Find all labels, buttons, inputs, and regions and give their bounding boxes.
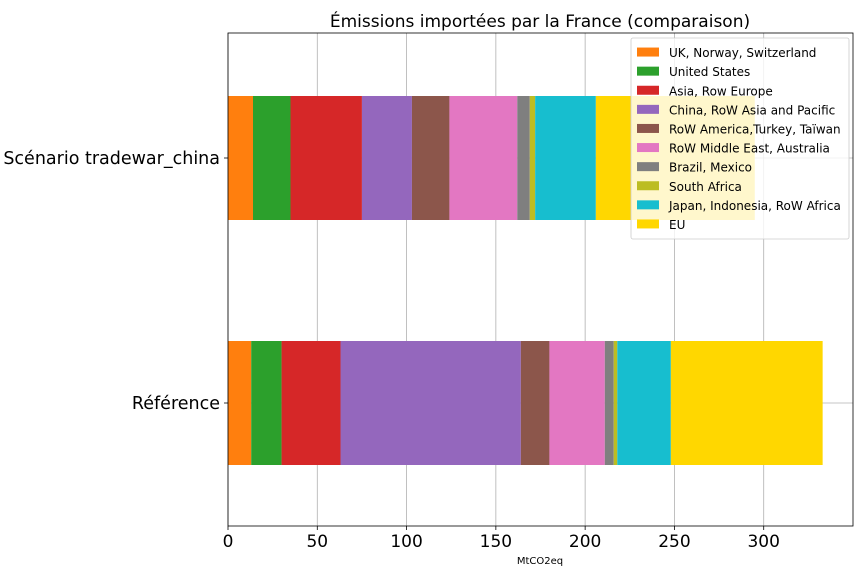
x-tick-label: 0: [223, 532, 234, 552]
chart-title: Émissions importées par la France (compa…: [330, 10, 750, 32]
legend-entry-label: RoW America,Turkey, Taïwan: [669, 122, 841, 136]
x-axis-label: MtCO2eq: [517, 556, 563, 567]
bars: [228, 96, 823, 465]
legend-entry-label: Japan, Indonesia, RoW Africa: [668, 199, 841, 213]
x-tick-label: 300: [747, 532, 779, 552]
y-category-label: Scénario tradewar_china: [3, 149, 220, 169]
legend-swatch: [637, 85, 659, 95]
x-tick-label: 200: [569, 532, 601, 552]
x-tick-label: 100: [390, 532, 422, 552]
legend-entry-label: United States: [669, 65, 750, 79]
bar-segment: [340, 341, 521, 465]
bar-segment: [613, 341, 618, 465]
bar-segment: [228, 96, 253, 220]
bar-segment: [251, 341, 282, 465]
bar-segment: [290, 96, 362, 220]
y-category-label: Référence: [132, 394, 220, 414]
legend-swatch: [637, 143, 659, 153]
legend-swatch: [637, 104, 659, 114]
bar-segment: [604, 341, 614, 465]
legend-swatch: [637, 200, 659, 210]
bar-segment: [529, 96, 536, 220]
legend-swatch: [637, 123, 659, 133]
bar-segment: [535, 96, 596, 220]
bar-segment: [449, 96, 518, 220]
legend-swatch: [637, 162, 659, 172]
legend-entry-label: UK, Norway, Switzerland: [669, 46, 816, 60]
plot-frame: [227, 32, 854, 527]
legend-entry-label: Brazil, Mexico: [669, 161, 752, 175]
bar-segment: [228, 341, 252, 465]
axis-ticks: 0 50 100 150 200 250 300 Scénario tradewar_chin…: [3, 149, 780, 552]
bar-segment: [281, 341, 341, 465]
bar-segment: [253, 96, 291, 220]
bar-segment: [520, 341, 550, 465]
legend-entry-label: South Africa: [669, 180, 742, 194]
legend-swatch: [637, 47, 659, 57]
legend-swatch: [637, 219, 659, 229]
x-tick-label: 150: [480, 532, 512, 552]
x-tick-label: 250: [658, 532, 690, 552]
legend-swatch: [637, 66, 659, 76]
legend-swatch: [637, 181, 659, 191]
bar-segment: [517, 96, 530, 220]
bar-segment: [411, 96, 450, 220]
legend-box: [630, 37, 850, 240]
x-tick-label: 50: [306, 532, 328, 552]
bar-segment: [549, 341, 605, 465]
legend: UK, Norway, Switzerland United States Asia…: [630, 37, 850, 240]
legend-entry-label: Asia, Row Europe: [669, 84, 773, 98]
legend-entry-label: EU: [669, 218, 685, 232]
legend-entry-label: RoW Middle East, Australia: [669, 142, 830, 156]
legend-entry-label: China, RoW Asia and Pacific: [669, 103, 835, 117]
bar-segment: [361, 96, 412, 220]
bar-segment: [617, 341, 671, 465]
bar-segment: [670, 341, 823, 465]
